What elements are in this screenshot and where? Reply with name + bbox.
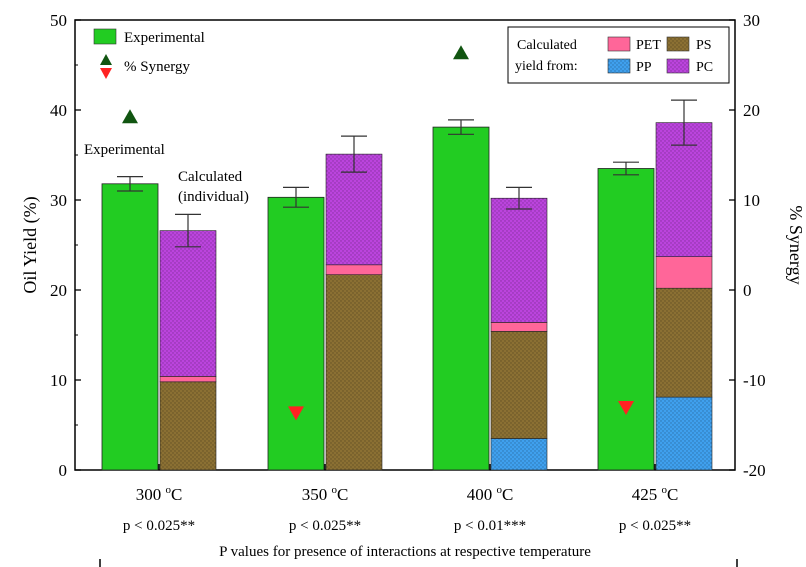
- y-tick-label: 0: [59, 461, 68, 480]
- legend-pc-label: PC: [696, 60, 713, 75]
- experimental-bar: [101, 183, 159, 471]
- p-value-label: p < 0.025**: [289, 518, 361, 534]
- y-right-tick-label: 20: [743, 101, 760, 120]
- category-label: 350 oC: [302, 484, 349, 504]
- category-label: 300 oC: [136, 484, 183, 504]
- y-axis-right-title: % Synergy: [786, 205, 806, 284]
- synergy-up-marker: [453, 45, 469, 60]
- segment-texture: [491, 198, 547, 323]
- legend-pet-swatch: [607, 36, 631, 52]
- x-axis-title: P values for presence of interactions at…: [219, 544, 591, 560]
- synergy-down-marker: [618, 401, 634, 415]
- y-tick-label: 10: [50, 371, 67, 390]
- legend-pp-texture: [608, 59, 630, 73]
- p-value-label: p < 0.01***: [454, 518, 526, 534]
- experimental-bar: [267, 196, 325, 471]
- segment-texture: [656, 288, 712, 398]
- legend-pp-label: PP: [636, 60, 652, 75]
- synergy-up-marker: [122, 109, 138, 124]
- experimental-bar: [597, 168, 655, 471]
- experimental-bar: [432, 126, 490, 471]
- calculated-segment-pet: [655, 256, 713, 289]
- y-right-tick-label: 0: [743, 281, 752, 300]
- legend-calculated-title-2: yield from:: [515, 59, 578, 74]
- segment-texture: [160, 230, 216, 377]
- left-axis: 0 10 20 30 40 50: [50, 11, 81, 480]
- legend-synergy-down-icon: [100, 68, 112, 79]
- legend-pc-texture: [667, 59, 689, 73]
- y-right-tick-label: 30: [743, 11, 760, 30]
- segment-texture: [656, 397, 712, 470]
- segment-texture: [326, 274, 382, 470]
- legend-calculated-box: [507, 26, 730, 84]
- y-tick-label: 40: [50, 101, 67, 120]
- segment-texture: [491, 438, 547, 470]
- calculated-segment-pet: [490, 322, 548, 332]
- annotation-experimental: Experimental: [84, 142, 165, 158]
- p-value-label: p < 0.025**: [619, 518, 691, 534]
- synergy-markers: [122, 45, 634, 421]
- y-right-tick-label: 10: [743, 191, 760, 210]
- category-label: 425 oC: [632, 484, 679, 504]
- right-axis: -20 -10 0 10 20 30: [729, 11, 766, 480]
- legend-ps-label: PS: [696, 38, 712, 53]
- category-label: 400 oC: [467, 484, 514, 504]
- y-right-tick-label: -10: [743, 371, 766, 390]
- y-right-tick-label: -20: [743, 461, 766, 480]
- y-tick-label: 20: [50, 281, 67, 300]
- legend-calculated-title-1: Calculated: [517, 38, 577, 53]
- segment-texture: [160, 381, 216, 470]
- y-axis-title: Oil Yield (%): [20, 196, 41, 293]
- legend-pet-label: PET: [636, 38, 661, 53]
- legend-synergy-label: % Synergy: [124, 59, 190, 75]
- segment-texture: [491, 331, 547, 439]
- legend-experimental-swatch: [93, 28, 117, 45]
- synergy-down-marker: [288, 406, 304, 421]
- legend-ps-texture: [667, 37, 689, 51]
- annotation-calculated-line1: Calculated: [178, 169, 243, 185]
- bars: [101, 122, 713, 471]
- y-tick-label: 50: [50, 11, 67, 30]
- x-categories: 300 oC p < 0.025** 350 oC p < 0.025** 400 oC…: [123, 464, 691, 534]
- legend-synergy-up-icon: [100, 54, 112, 65]
- annotation-calculated-line2: (individual): [178, 189, 249, 205]
- y-tick-label: 30: [50, 191, 67, 210]
- p-value-label: p < 0.025**: [123, 518, 195, 534]
- error-bars: [117, 99, 697, 248]
- legend-experimental-label: Experimental: [124, 30, 205, 46]
- calculated-segment-pet: [159, 376, 217, 383]
- calculated-segment-pet: [325, 264, 383, 275]
